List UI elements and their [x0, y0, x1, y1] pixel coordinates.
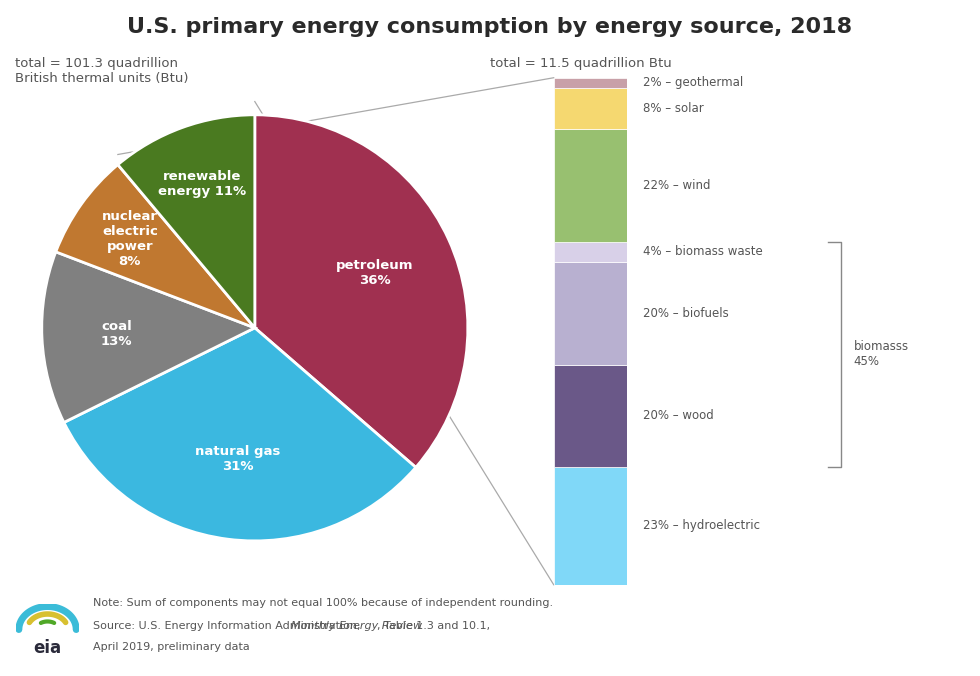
Wedge shape: [64, 328, 416, 541]
Text: eia: eia: [33, 639, 62, 656]
Text: petroleum
36%: petroleum 36%: [336, 259, 414, 287]
Wedge shape: [42, 252, 255, 422]
Wedge shape: [255, 115, 467, 467]
Text: renewable
energy 11%: renewable energy 11%: [159, 170, 246, 197]
Text: natural gas
31%: natural gas 31%: [195, 445, 280, 473]
Text: April 2019, preliminary data: April 2019, preliminary data: [93, 642, 250, 652]
Text: coal
13%: coal 13%: [101, 320, 132, 348]
Text: 20% – biofuels: 20% – biofuels: [643, 307, 729, 320]
Bar: [554, 78, 627, 88]
Text: 2% – geothermal: 2% – geothermal: [643, 76, 744, 89]
Bar: [554, 241, 627, 262]
Text: 23% – hydroelectric: 23% – hydroelectric: [643, 519, 760, 532]
Text: Source: U.S. Energy Information Administration,: Source: U.S. Energy Information Administ…: [93, 621, 365, 631]
Wedge shape: [56, 165, 255, 328]
Bar: [554, 88, 627, 129]
Text: Note: Sum of components may not equal 100% because of independent rounding.: Note: Sum of components may not equal 10…: [93, 598, 554, 608]
Bar: [554, 262, 627, 364]
Bar: [554, 129, 627, 241]
Wedge shape: [118, 115, 255, 328]
Text: total = 11.5 quadrillion Btu: total = 11.5 quadrillion Btu: [490, 57, 671, 70]
Text: 4% – biomass waste: 4% – biomass waste: [643, 245, 763, 258]
Bar: [554, 364, 627, 467]
Text: 20% – wood: 20% – wood: [643, 409, 714, 422]
Text: total = 101.3 quadrillion
British thermal units (Btu): total = 101.3 quadrillion British therma…: [15, 57, 188, 85]
Text: biomasss
45%: biomasss 45%: [854, 340, 908, 368]
Text: U.S. primary energy consumption by energy source, 2018: U.S. primary energy consumption by energ…: [127, 17, 853, 37]
Text: , Table 1.3 and 10.1,: , Table 1.3 and 10.1,: [377, 621, 490, 631]
Text: Monthly Energy Review: Monthly Energy Review: [291, 621, 421, 631]
Text: nuclear
electric
power
8%: nuclear electric power 8%: [102, 210, 158, 268]
Bar: [554, 467, 627, 585]
Text: 8% – solar: 8% – solar: [643, 102, 704, 115]
Text: 22% – wind: 22% – wind: [643, 178, 710, 192]
